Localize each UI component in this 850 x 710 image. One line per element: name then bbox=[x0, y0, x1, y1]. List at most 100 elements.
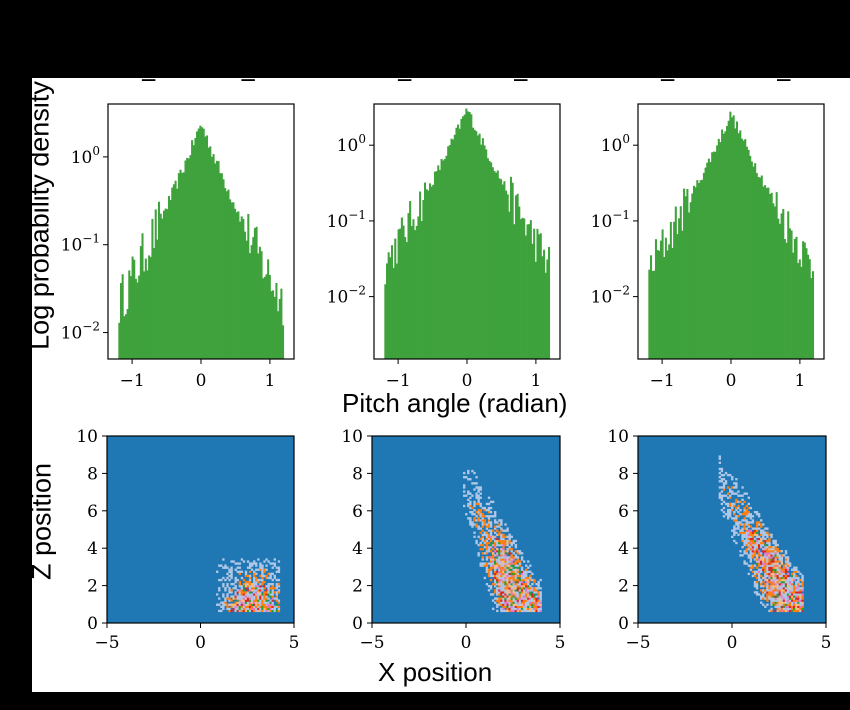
heatmap-cell bbox=[774, 601, 777, 604]
histogram-bar bbox=[192, 145, 195, 359]
heatmap-cell bbox=[255, 599, 258, 602]
heatmap-cell bbox=[496, 564, 499, 567]
heatmap-cell bbox=[512, 589, 515, 592]
heatmap-cell bbox=[766, 548, 769, 551]
y-tick-label: 2 bbox=[352, 577, 363, 597]
heatmap-cell bbox=[255, 593, 258, 596]
histogram-bar bbox=[544, 272, 547, 359]
heatmap-cell bbox=[502, 564, 505, 567]
histogram-bar bbox=[435, 171, 438, 359]
heatmap-cell bbox=[747, 496, 750, 499]
heatmap-cell bbox=[764, 572, 767, 576]
heatmap-cell bbox=[222, 558, 225, 561]
histogram-bar bbox=[674, 206, 677, 359]
heatmap-cell bbox=[782, 603, 786, 606]
heatmap-cell bbox=[747, 564, 750, 567]
heatmap-cell bbox=[753, 529, 757, 532]
heatmap-cell bbox=[500, 550, 503, 553]
heatmap-cell bbox=[253, 560, 256, 563]
heatmap-cell bbox=[494, 582, 497, 586]
heatmap-cell bbox=[496, 570, 499, 573]
heatmap-cell bbox=[751, 539, 755, 543]
heatmap-cell bbox=[508, 560, 511, 563]
heatmap-cell bbox=[483, 562, 487, 565]
heatmap-cell bbox=[469, 500, 472, 504]
heatmap-cell bbox=[768, 545, 771, 549]
heatmap-cell bbox=[246, 601, 250, 604]
histogram-bar bbox=[212, 154, 215, 359]
histogram-bar bbox=[783, 239, 786, 359]
heatmap-cell bbox=[537, 609, 540, 613]
heatmap-cell bbox=[782, 564, 786, 567]
heatmap-cell bbox=[786, 568, 790, 571]
heatmap-cell bbox=[743, 535, 746, 539]
heatmap-cell bbox=[801, 603, 804, 606]
heatmap-cell bbox=[776, 587, 779, 590]
heatmap-cell bbox=[527, 587, 530, 590]
heatmap-cell bbox=[236, 566, 239, 569]
heatmap-cell bbox=[516, 595, 520, 598]
y-tick-label: 0 bbox=[87, 614, 98, 634]
histogram-bar bbox=[701, 179, 704, 359]
heatmap-cell bbox=[253, 589, 256, 592]
heatmap-cell bbox=[755, 570, 759, 573]
heatmap-cell bbox=[731, 492, 734, 495]
heatmap-cell bbox=[718, 486, 722, 489]
heatmap-cell bbox=[228, 607, 231, 611]
heatmap-cell bbox=[776, 601, 779, 604]
heatmap-cell bbox=[228, 587, 231, 590]
heatmap-cell bbox=[745, 504, 748, 508]
histogram-bar bbox=[121, 274, 124, 359]
heatmap-cell bbox=[508, 539, 511, 543]
heatmap-cell bbox=[786, 591, 790, 594]
histogram-bar bbox=[767, 187, 770, 359]
histogram-bar bbox=[237, 211, 240, 359]
heatmap-cell bbox=[234, 605, 237, 608]
heatmap-cell bbox=[768, 572, 771, 576]
heatmap-cell bbox=[768, 560, 771, 563]
heatmap-cell bbox=[481, 506, 484, 510]
heatmap-cell bbox=[265, 601, 268, 604]
heatmap-cell bbox=[731, 535, 734, 539]
heatmap-cell bbox=[522, 603, 526, 606]
heatmap-cell bbox=[491, 607, 495, 611]
histogram-bar bbox=[409, 201, 412, 359]
heatmap-cell bbox=[494, 566, 497, 569]
heatmap-cell bbox=[799, 589, 802, 592]
histogram-bar bbox=[717, 138, 720, 359]
heatmap-cell bbox=[244, 597, 248, 600]
heatmap-cell bbox=[770, 533, 773, 536]
heatmap-cell bbox=[506, 589, 509, 592]
heatmap-cell bbox=[776, 597, 779, 600]
heatmap-cell bbox=[506, 552, 509, 555]
heatmap-cell bbox=[766, 599, 769, 602]
heatmap-cell bbox=[720, 480, 724, 483]
heatmap-cell bbox=[770, 609, 773, 613]
heatmap-cell bbox=[506, 568, 509, 571]
heatmap-cell bbox=[267, 560, 270, 563]
heatmap-cell bbox=[535, 607, 538, 611]
heatmap-cell bbox=[510, 560, 513, 563]
heatmap-cell bbox=[489, 543, 493, 547]
heatmap-cell bbox=[539, 597, 542, 600]
heatmap-cell bbox=[749, 564, 753, 567]
histogram-bar bbox=[463, 114, 466, 359]
histogram-bar bbox=[433, 171, 436, 359]
heatmap-cell bbox=[768, 593, 771, 596]
heatmap-cell bbox=[762, 529, 765, 532]
heatmap-cell bbox=[462, 486, 466, 489]
heatmap-cell bbox=[257, 585, 260, 588]
histogram-bar bbox=[528, 224, 531, 359]
histogram-bar bbox=[683, 188, 686, 359]
histogram-bar bbox=[742, 140, 745, 359]
heatmap-cell bbox=[801, 593, 804, 596]
heatmap-cell bbox=[795, 587, 798, 590]
heatmap-cell bbox=[793, 585, 796, 588]
heatmap-cell bbox=[238, 607, 242, 611]
heatmap-cell bbox=[784, 601, 788, 604]
heatmap-cell bbox=[498, 578, 501, 582]
heatmap-cell bbox=[273, 607, 276, 611]
heatmap-cell bbox=[502, 533, 505, 536]
histogram-bar bbox=[802, 241, 805, 359]
